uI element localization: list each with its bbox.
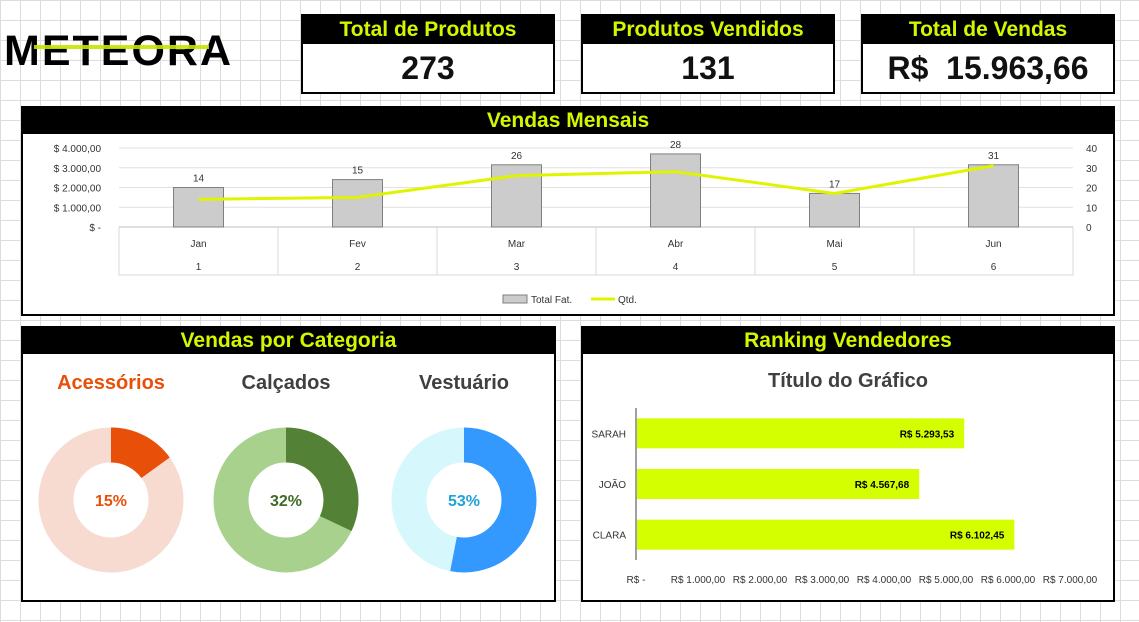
qtd-data-label: 14 [193,174,205,185]
y2-tick-label: 0 [1086,223,1092,234]
seller-label: JOÃO [599,478,626,491]
seller-label: SARAH [592,429,626,440]
x-subcategory-label: 5 [832,262,838,273]
x-tick-label: R$ 7.000,00 [1043,575,1098,586]
qtd-data-label: 26 [511,151,523,162]
x-tick-label: R$ 2.000,00 [733,575,788,586]
x-category-label: Mai [826,239,842,250]
kpi-value: 131 [681,50,735,86]
x-category-label: Mar [508,239,526,250]
donut-value-segment [213,427,359,573]
donut-title: Calçados [242,372,331,394]
kpi-label: Produtos Vendidos [583,16,833,44]
panel-title: Ranking Vendedores [583,328,1113,354]
donut-title: Acessórios [57,372,165,394]
x-category-label: Abr [668,239,684,250]
seller-label: CLARA [593,531,627,542]
panel-title: Vendas por Categoria [23,328,554,354]
x-tick-label: R$ 5.000,00 [919,575,974,586]
monthly-sales-chart: $ - $ 1.000,00 $ 2.000,00 $ 3.000,00 $ 4.000… [54,140,1098,306]
bar-total-fat [332,179,383,228]
legend-swatch-total-fat [502,294,528,304]
bar-total-fat [968,164,1019,228]
bar-total-fat [650,153,701,228]
x-tick-label: R$ 4.000,00 [857,575,912,586]
qtd-data-label: 31 [988,151,1000,162]
seller-value-label: R$ 5.293,53 [900,429,955,440]
kpi-label: Total de Produtos [303,16,553,44]
legend-label-total-fat: Total Fat. [531,295,572,306]
panel-vendas-categoria: Vendas por Categoria Acessórios 15% Calçad… [21,326,556,602]
qtd-data-label: 28 [670,140,682,151]
kpi-value: 273 [401,50,455,86]
kpi-label: Total de Vendas [863,16,1113,44]
y2-tick-label: 30 [1086,164,1098,175]
x-tick-label: R$ - [627,575,646,586]
kpi-total-vendas: Total de Vendas R$ 15.963,66 [861,14,1115,94]
donut-percent-label: 15% [95,493,127,510]
seller-bar [637,519,1015,550]
y-tick-label: $ - [89,223,101,234]
donut-percent-label: 32% [270,493,302,510]
x-subcategory-label: 6 [991,262,997,273]
x-subcategory-label: 3 [514,262,520,273]
kpi-total-produtos: Total de Produtos 273 [301,14,555,94]
qtd-data-label: 17 [829,179,841,190]
kpi-value: R$ 15.963,66 [887,50,1089,86]
x-tick-label: R$ 3.000,00 [795,575,850,586]
y-tick-label: $ 1.000,00 [54,203,102,214]
y2-tick-label: 20 [1086,184,1098,195]
bar-total-fat [809,192,860,228]
y2-tick-label: 40 [1086,144,1098,155]
ranking-chart-title: Título do Gráfico [768,370,928,392]
category-donut-charts: Acessórios 15% Calçados 32% Vestuário 53% [38,372,537,573]
qtd-data-label: 15 [352,166,364,177]
donut-value-segment [38,427,184,573]
logo-swoosh [34,45,209,49]
meteora-logo: METEORA [4,28,233,72]
seller-value-label: R$ 4.567,68 [855,480,910,491]
line-qtd [198,164,994,201]
y-tick-label: $ 2.000,00 [54,184,102,195]
legend-label-qtd: Qtd. [618,295,637,306]
x-category-label: Jun [985,239,1001,250]
seller-value-label: R$ 6.102,45 [950,531,1005,542]
x-category-label: Jan [190,239,206,250]
donut-title: Vestuário [419,372,509,394]
ranking-bar-chart: Título do Gráfico SARAH R$ 5.293,53 JOÃO R$ … [592,370,1098,586]
kpi-produtos-vendidos: Produtos Vendidos 131 [581,14,835,94]
panel-ranking-vendedores: Ranking Vendedores Título do Gráfico SARA… [581,326,1115,602]
x-subcategory-label: 1 [196,262,202,273]
y-tick-label: $ 4.000,00 [54,144,102,155]
x-subcategory-label: 2 [355,262,361,273]
x-category-label: Fev [349,239,366,250]
x-tick-label: R$ 1.000,00 [671,575,726,586]
y-tick-label: $ 3.000,00 [54,164,102,175]
seller-bar [637,418,965,449]
panel-vendas-mensais: Vendas Mensais $ - $ 1.000,00 $ 2.000,00 $ … [21,106,1115,316]
x-tick-label: R$ 6.000,00 [981,575,1036,586]
logo-text: METEORA [4,28,233,72]
y2-tick-label: 10 [1086,203,1098,214]
panel-title: Vendas Mensais [23,108,1113,134]
bar-total-fat [173,187,224,228]
x-subcategory-label: 4 [673,262,679,273]
seller-bar [637,469,920,499]
donut-percent-label: 53% [448,493,480,510]
donut-value-segment [391,427,537,573]
